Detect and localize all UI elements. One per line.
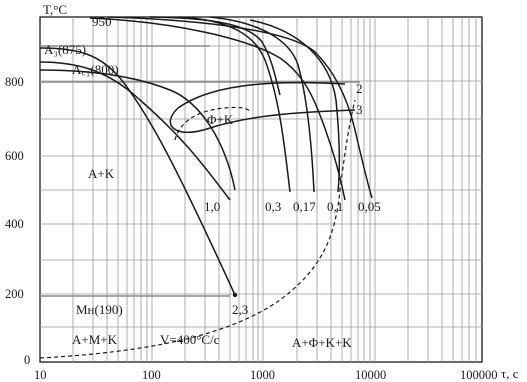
rate-label-0-1: 0,1 [327, 199, 343, 214]
label-a3: A₃(875) [44, 42, 86, 57]
cooling-curve-6 [249, 19, 341, 193]
vertical-grid [72, 17, 477, 362]
x-tick-100000: 100000 [460, 368, 498, 382]
label-curve-2: 2 [356, 81, 363, 96]
x-tick-10: 10 [34, 368, 47, 382]
y-tick-200: 200 [5, 287, 24, 301]
cooling-curve-1 [39, 47, 236, 296]
label-v-crit: V=400°C/c [160, 332, 220, 347]
y-tick-800: 800 [5, 75, 24, 89]
label-phase-fk: Φ+K [207, 112, 234, 127]
cooling-curve-2 [39, 61, 231, 201]
critical-cooling-dashed [39, 99, 356, 359]
x-tick-10000: 10000 [355, 368, 386, 382]
rate-label-0-17: 0,17 [293, 199, 316, 214]
x-axis-label: τ, c [501, 366, 519, 381]
plot-frame [39, 16, 483, 363]
label-phase-afkk: A+Φ+K+K [292, 335, 352, 350]
y-axis-label: T,°C [43, 2, 67, 17]
cooling-curve-4 [179, 16, 291, 193]
label-point-2-3: 2,3 [232, 302, 248, 317]
x-tick-100: 100 [142, 368, 161, 382]
label-ac1: A꜀₁(800) [72, 62, 119, 77]
label-curve-3: 3 [356, 102, 363, 117]
y-tick-0: 0 [24, 353, 30, 367]
cooling-curve-5 [209, 16, 315, 193]
cooling-curve-3 [39, 69, 236, 191]
label-ms: Mн(190) [76, 302, 123, 317]
transformation-end-curve [109, 16, 373, 199]
inner-dashed-curve [174, 106, 251, 141]
label-950: 950 [92, 14, 112, 29]
label-phase-ak: A+K [88, 166, 115, 181]
rate-label-0-05: 0,05 [358, 199, 381, 214]
y-tick-600: 600 [5, 149, 24, 163]
horizontal-grid [40, 45, 482, 328]
transformation-loop [169, 81, 356, 133]
rate-label-0-3: 0,3 [265, 199, 281, 214]
label-phase-amk: A+M+K [72, 332, 118, 347]
y-tick-400: 400 [5, 217, 24, 231]
rate-label-1-0: 1,0 [204, 199, 220, 214]
point-2-3-marker [232, 292, 238, 298]
transformation-start-curve [89, 17, 346, 201]
x-tick-1000: 1000 [250, 368, 275, 382]
